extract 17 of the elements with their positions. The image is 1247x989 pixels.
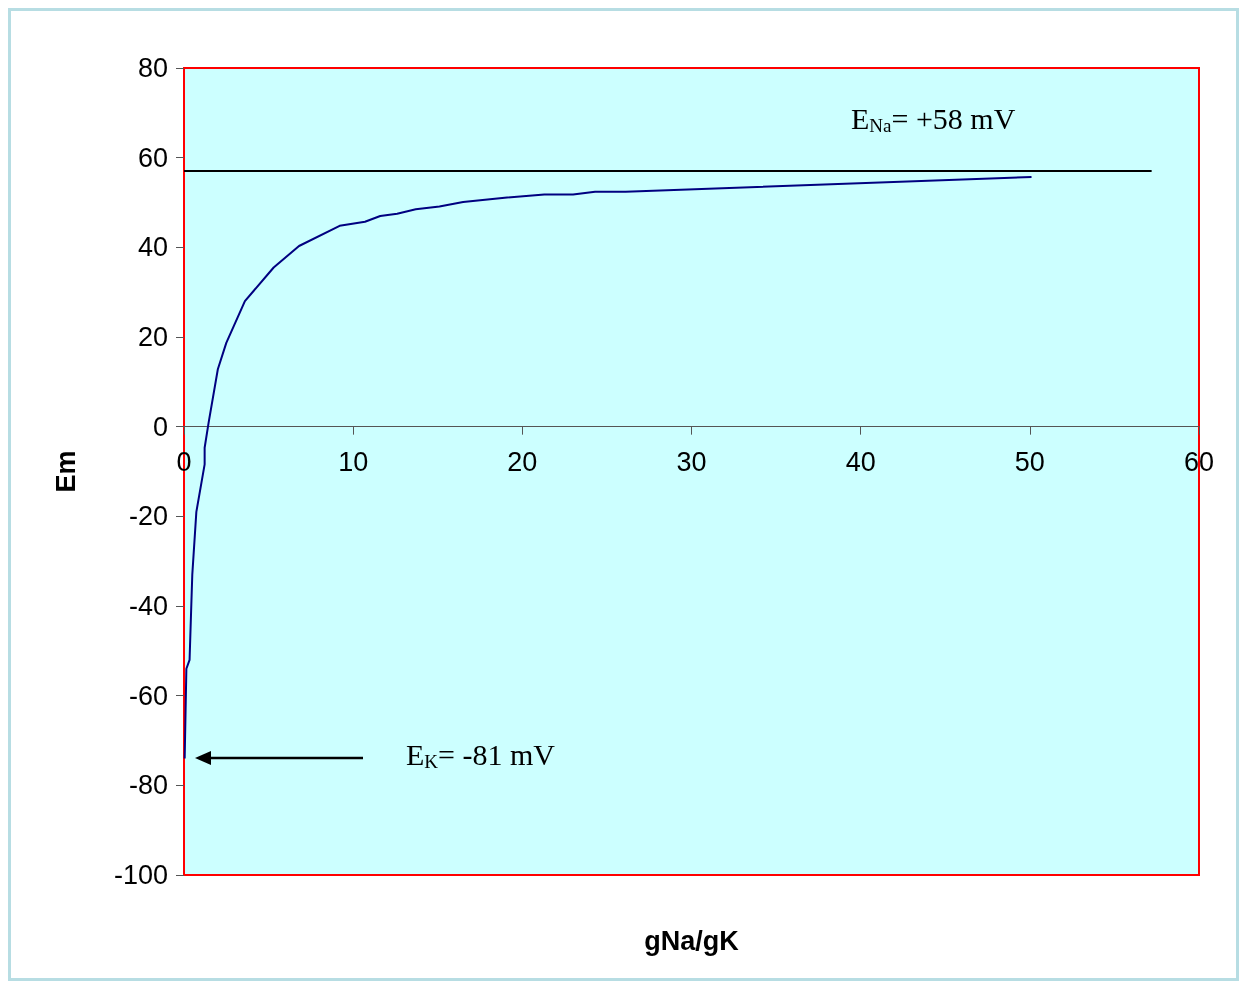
y-tick-label: 0 [152, 411, 168, 442]
y-tick-label: -80 [128, 770, 168, 801]
y-tick-label: -100 [113, 860, 168, 890]
y-tick-label: -40 [128, 591, 168, 621]
x-tick-label: 40 [845, 447, 876, 478]
y-tick-label: 20 [137, 322, 168, 352]
x-tick-label: 20 [507, 447, 538, 478]
y-tick-label: 80 [137, 53, 168, 83]
y-tick-label: 60 [137, 142, 168, 173]
x-tick-label: 30 [676, 447, 707, 478]
y-tick-label: -20 [128, 501, 168, 532]
x-axis-title: gNa/gK [644, 925, 740, 956]
x-tick-label: 50 [1014, 447, 1045, 478]
y-axis-title: Em [50, 450, 81, 493]
y-tick-label: 40 [137, 232, 168, 263]
y-tick-label: -60 [128, 680, 168, 711]
x-tick-label: 10 [338, 447, 369, 478]
